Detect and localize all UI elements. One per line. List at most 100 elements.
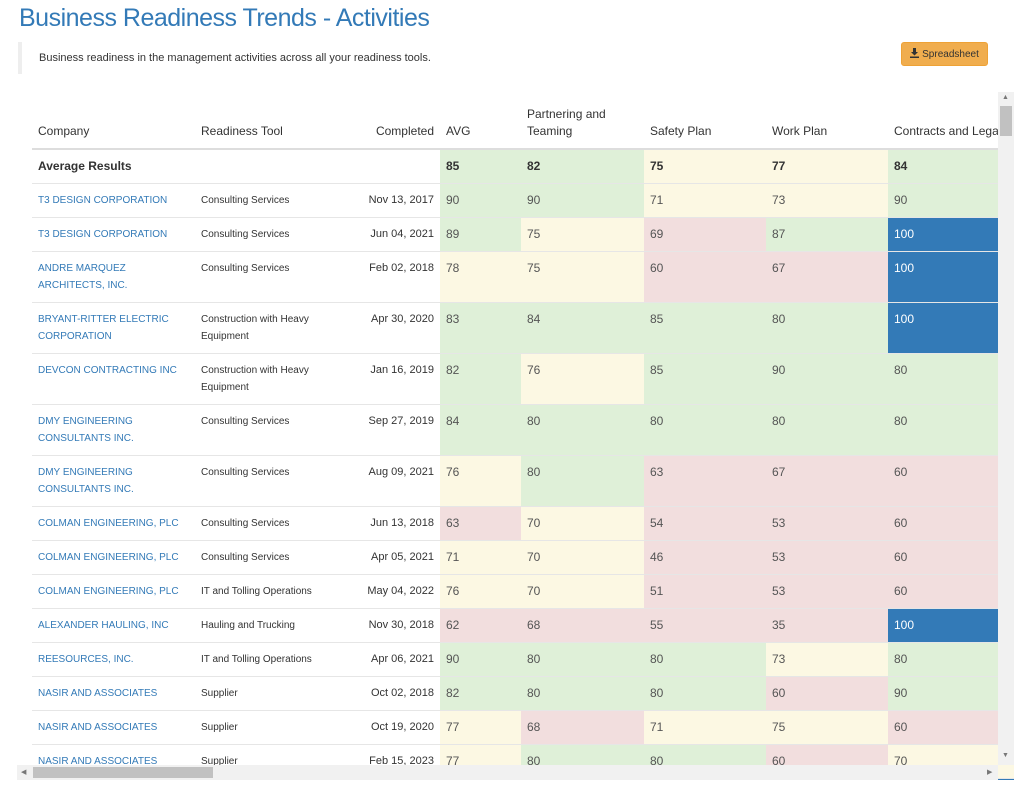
score-cell: 85 [644, 353, 766, 405]
company-link[interactable]: ALEXANDER HAULING, INC [32, 608, 195, 643]
score-cell: 83 [440, 302, 521, 354]
column-header[interactable]: Partnering and Teaming [521, 92, 644, 150]
company-link[interactable]: BRYANT-RITTER ELECTRIC CORPORATION [32, 302, 195, 354]
score-cell: 51 [644, 574, 766, 609]
score-cell: 55 [644, 608, 766, 643]
completed-date: Nov 30, 2018 [355, 608, 440, 643]
completed-date: May 04, 2022 [355, 574, 440, 609]
page-title: Business Readiness Trends - Activities [19, 4, 430, 32]
download-icon [910, 47, 920, 61]
score-cell: 80 [521, 676, 644, 711]
score-cell: 75 [521, 251, 644, 303]
column-header[interactable]: Work Plan [766, 92, 888, 150]
company-link[interactable]: DMY ENGINEERING CONSULTANTS INC. [32, 404, 195, 456]
completed-date: Sep 27, 2019 [355, 404, 440, 456]
column-header[interactable]: Company [32, 92, 195, 150]
readiness-tool: IT and Tolling Operations [195, 642, 355, 677]
company-link[interactable]: REESOURCES, INC. [32, 642, 195, 677]
score-cell: 70 [521, 506, 644, 541]
score-cell: 67 [766, 455, 888, 507]
column-header[interactable]: AVG [440, 92, 521, 150]
readiness-tool: Consulting Services [195, 540, 355, 575]
score-cell: 90 [888, 676, 1014, 711]
score-cell: 90 [521, 183, 644, 218]
table-row: DMY ENGINEERING CONSULTANTS INC. Consulti… [32, 404, 1014, 456]
score-cell: 71 [644, 710, 766, 745]
completed-date: Nov 13, 2017 [355, 183, 440, 218]
score-cell: 80 [521, 642, 644, 677]
score-cell: 76 [440, 574, 521, 609]
completed-date: Oct 19, 2020 [355, 710, 440, 745]
readiness-tool: Supplier [195, 676, 355, 711]
score-cell: 90 [440, 642, 521, 677]
company-link[interactable]: ANDRE MARQUEZ ARCHITECTS, INC. [32, 251, 195, 303]
score-cell: 100 [888, 251, 1014, 303]
column-header[interactable]: Contracts and Legal [888, 92, 1014, 150]
completed-date: Jun 13, 2018 [355, 506, 440, 541]
scroll-up-icon[interactable]: ▲ [1002, 94, 1009, 101]
table-row: NASIR AND ASSOCIATES Supplier Oct 19, 2020… [32, 710, 1014, 745]
company-link[interactable]: DMY ENGINEERING CONSULTANTS INC. [32, 455, 195, 507]
score-cell: 69 [644, 217, 766, 252]
readiness-tool: Construction with Heavy Equipment [195, 353, 355, 405]
score-cell: 80 [766, 404, 888, 456]
company-link[interactable]: COLMAN ENGINEERING, PLC [32, 540, 195, 575]
score-cell: 87 [766, 217, 888, 252]
table-row: COLMAN ENGINEERING, PLC Consulting Servic… [32, 540, 1014, 575]
company-link[interactable]: DEVCON CONTRACTING INC [32, 353, 195, 405]
column-header[interactable]: Readiness Tool [195, 92, 355, 150]
company-link[interactable]: COLMAN ENGINEERING, PLC [32, 574, 195, 609]
average-score: 75 [644, 148, 766, 184]
vertical-scrollbar[interactable]: ▲ ▼ [998, 92, 1014, 765]
company-link[interactable]: T3 DESIGN CORPORATION [32, 183, 195, 218]
score-cell: 68 [521, 710, 644, 745]
empty-cell [195, 148, 355, 184]
score-cell: 100 [888, 217, 1014, 252]
score-cell: 77 [440, 710, 521, 745]
results-table-container: Company Readiness Tool Completed AVG Partner… [32, 92, 1014, 780]
score-cell: 90 [766, 353, 888, 405]
company-link[interactable]: NASIR AND ASSOCIATES [32, 676, 195, 711]
score-cell: 60 [888, 540, 1014, 575]
completed-date: Jan 16, 2019 [355, 353, 440, 405]
vertical-scroll-thumb[interactable] [1000, 106, 1012, 136]
score-cell: 60 [888, 710, 1014, 745]
readiness-tool: Hauling and Trucking [195, 608, 355, 643]
score-cell: 85 [644, 302, 766, 354]
spreadsheet-label: Spreadsheet [922, 48, 979, 60]
column-header[interactable]: Safety Plan [644, 92, 766, 150]
company-link[interactable]: NASIR AND ASSOCIATES [32, 710, 195, 745]
scroll-left-icon[interactable]: ◀ [21, 769, 27, 776]
completed-date: Oct 02, 2018 [355, 676, 440, 711]
average-results-row: Average Results 85 82 75 77 84 [32, 148, 1014, 184]
empty-cell [355, 148, 440, 184]
score-cell: 71 [644, 183, 766, 218]
completed-date: Aug 09, 2021 [355, 455, 440, 507]
score-cell: 46 [644, 540, 766, 575]
company-link[interactable]: COLMAN ENGINEERING, PLC [32, 506, 195, 541]
score-cell: 80 [888, 642, 1014, 677]
column-header[interactable]: Completed [355, 92, 440, 150]
table-row: DEVCON CONTRACTING INC Construction with … [32, 353, 1014, 405]
scroll-down-icon[interactable]: ▼ [1002, 752, 1009, 759]
average-score: 84 [888, 148, 1014, 184]
readiness-tool: Consulting Services [195, 506, 355, 541]
score-cell: 84 [521, 302, 644, 354]
score-cell: 80 [888, 353, 1014, 405]
score-cell: 60 [888, 506, 1014, 541]
scroll-right-icon[interactable]: ▶ [987, 769, 993, 776]
horizontal-scroll-thumb[interactable] [33, 767, 213, 778]
score-cell: 82 [440, 353, 521, 405]
readiness-tool: Consulting Services [195, 183, 355, 218]
spreadsheet-download-button[interactable]: Spreadsheet [901, 42, 988, 66]
score-cell: 60 [766, 676, 888, 711]
company-link[interactable]: T3 DESIGN CORPORATION [32, 217, 195, 252]
completed-date: Apr 05, 2021 [355, 540, 440, 575]
score-cell: 76 [440, 455, 521, 507]
score-cell: 84 [440, 404, 521, 456]
score-cell: 75 [766, 710, 888, 745]
score-cell: 89 [440, 217, 521, 252]
horizontal-scrollbar[interactable]: ◀ ▶ [17, 765, 998, 780]
score-cell: 68 [521, 608, 644, 643]
score-cell: 53 [766, 574, 888, 609]
